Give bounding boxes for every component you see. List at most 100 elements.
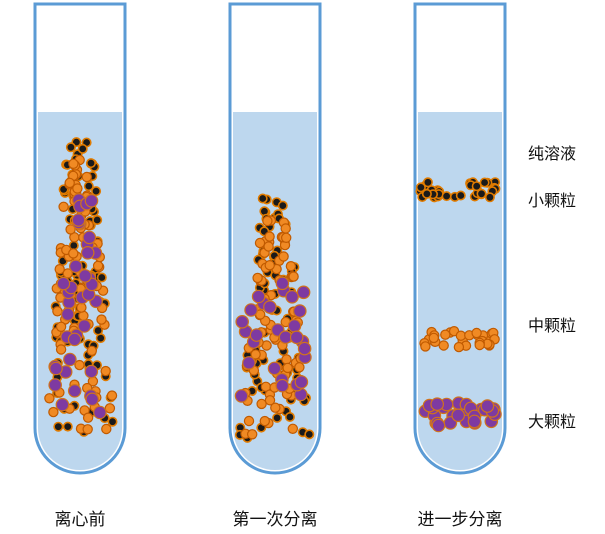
large-particle (63, 352, 77, 367)
small-particle (484, 192, 495, 203)
medium-particle (278, 251, 289, 262)
large-particle (67, 332, 82, 347)
particle-cluster (234, 193, 315, 443)
medium-particle (82, 424, 93, 435)
tube-caption-before: 离心前 (54, 510, 106, 530)
medium-particle (252, 272, 263, 284)
large-particle (263, 300, 277, 314)
tube-first-separation (228, 2, 322, 475)
small-particle (284, 411, 295, 422)
large-particle (275, 378, 290, 393)
tube-outline (33, 2, 127, 475)
medium-particle (264, 395, 276, 406)
tube-liquid (418, 112, 502, 470)
large-particle (249, 328, 264, 342)
particle-band-large (418, 396, 502, 433)
particle-band-medium (419, 326, 500, 353)
small-particle (476, 188, 487, 199)
large-particle (480, 399, 495, 413)
medium-particle (288, 271, 299, 282)
tube-caption-further-separation: 进一步分离 (417, 510, 503, 530)
medium-particle (86, 345, 98, 356)
small-particle (441, 191, 452, 202)
large-particle (234, 389, 249, 403)
small-particle (421, 188, 432, 199)
large-particle (48, 378, 62, 392)
small-particle (92, 215, 103, 226)
large-particle (244, 303, 258, 317)
small-particle (86, 158, 97, 169)
small-particle (91, 186, 102, 197)
tube-outline (228, 2, 322, 475)
large-particle (287, 319, 302, 333)
medium-particle (453, 341, 465, 353)
medium-particle (263, 241, 274, 252)
large-particle (430, 397, 444, 411)
medium-particle (294, 362, 305, 373)
large-particle (242, 356, 256, 370)
medium-particle (72, 183, 83, 194)
large-particle (296, 285, 311, 300)
medium-particle (100, 365, 111, 377)
small-particle (304, 429, 315, 440)
small-particle (272, 412, 283, 423)
large-particle (56, 276, 71, 291)
medium-particle (243, 415, 255, 427)
medium-particle (287, 423, 298, 434)
medium-particle (92, 260, 104, 271)
label-medium-particles: 中颗粒 (528, 316, 577, 335)
large-particle (297, 341, 312, 356)
large-particle (85, 392, 99, 407)
large-particle (61, 307, 75, 322)
medium-particle (280, 223, 291, 234)
medium-particle (65, 224, 76, 235)
tube-before-centrifugation (33, 2, 127, 475)
medium-particle (54, 264, 65, 275)
medium-particle (101, 423, 112, 435)
medium-particle (254, 237, 266, 249)
medium-particle (282, 362, 293, 374)
large-particle (71, 213, 86, 227)
medium-particle (55, 321, 67, 332)
small-particle (257, 193, 268, 204)
large-particle (82, 230, 97, 245)
tube-caption-first-separation: 第一次分离 (232, 510, 318, 530)
large-particle (49, 361, 63, 376)
medium-particle (44, 393, 55, 404)
medium-particle (262, 215, 273, 227)
large-particle (84, 364, 99, 379)
medium-particle (104, 403, 116, 414)
large-particle (289, 330, 304, 345)
large-particle (55, 397, 70, 412)
medium-particle (52, 306, 63, 317)
small-particle (107, 416, 118, 427)
large-particle (93, 405, 107, 420)
medium-particle (471, 327, 482, 339)
large-particle (78, 269, 92, 283)
label-large-particles: 大颗粒 (528, 412, 577, 431)
medium-particle (250, 349, 261, 360)
small-particle (62, 421, 73, 432)
medium-particle (81, 171, 93, 183)
large-particle (235, 314, 249, 329)
medium-particle (420, 341, 431, 352)
large-particle (292, 304, 307, 318)
small-particle (415, 182, 426, 193)
medium-particle (259, 415, 270, 427)
medium-particle (58, 201, 69, 212)
particle-band-small (415, 177, 501, 203)
large-particle (285, 289, 299, 304)
medium-particle (74, 359, 85, 371)
medium-particle (96, 314, 107, 325)
medium-particle (474, 339, 485, 351)
small-particle (77, 143, 88, 154)
large-particle (267, 361, 282, 376)
medium-particle (264, 231, 275, 242)
large-particle (84, 194, 99, 208)
small-particle (53, 421, 64, 432)
large-particle (467, 414, 482, 429)
large-particle (275, 276, 290, 291)
medium-particle (106, 390, 118, 401)
small-particle (96, 272, 107, 283)
